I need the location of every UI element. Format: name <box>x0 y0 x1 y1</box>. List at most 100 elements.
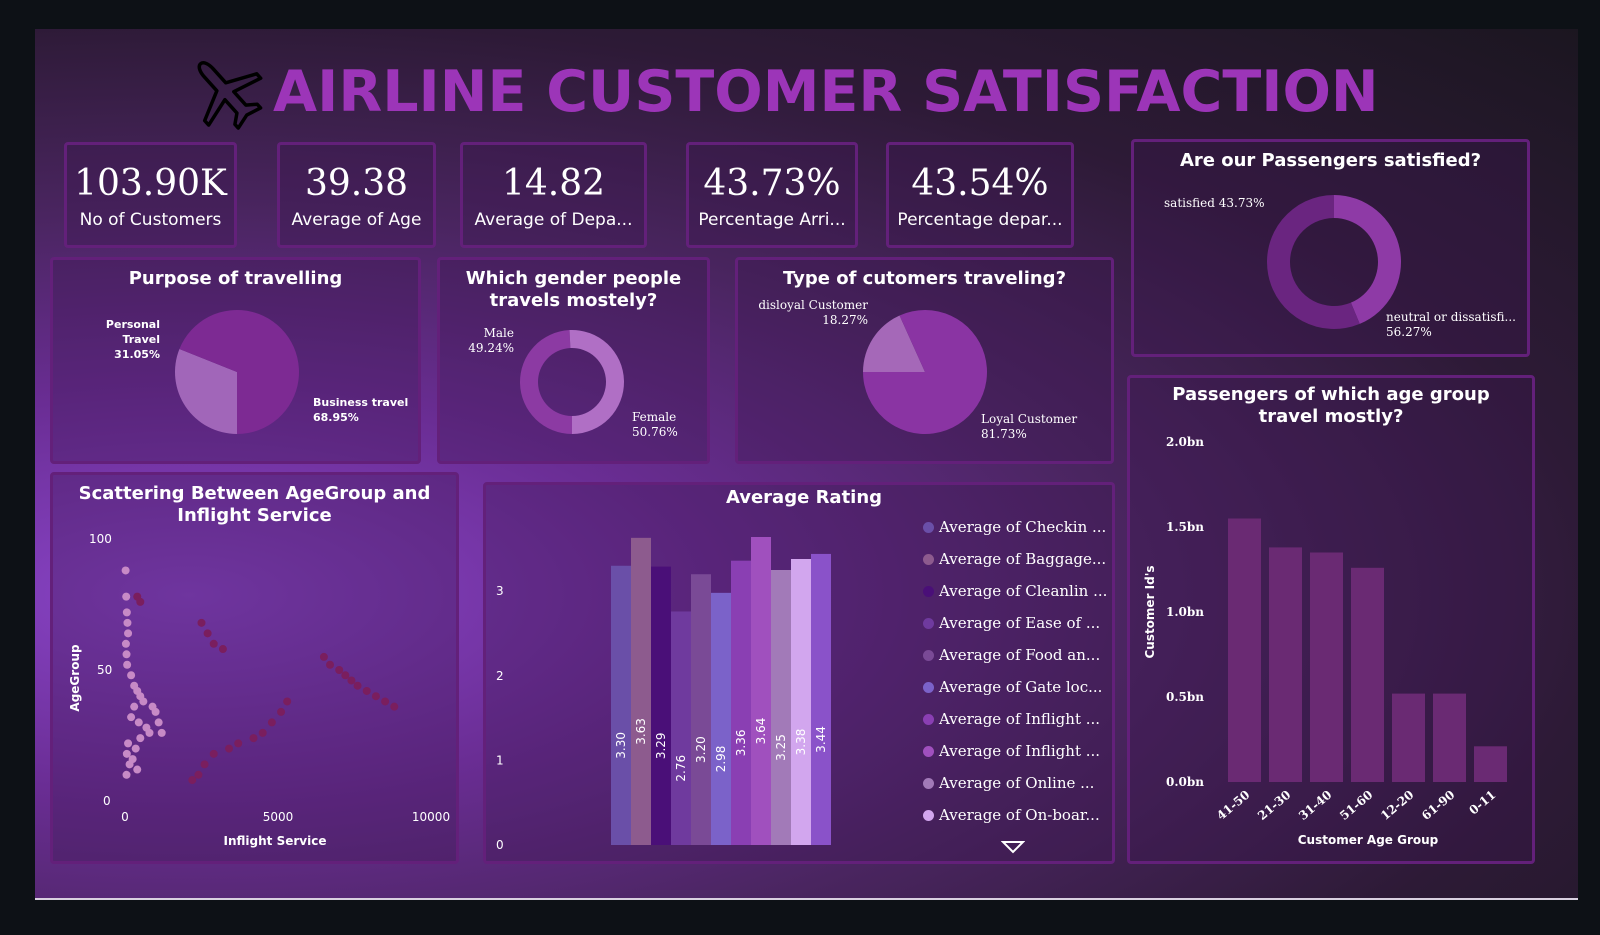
male-label: Male 49.24% <box>468 326 514 355</box>
slice-1[interactable] <box>863 310 987 434</box>
scatter-point[interactable] <box>209 749 218 758</box>
scatter-point[interactable] <box>218 645 227 654</box>
scatter-point[interactable] <box>353 681 362 690</box>
age-bar[interactable] <box>1269 547 1302 782</box>
page-title: AIRLINE CUSTOMER SATISFACTION <box>273 59 1379 125</box>
legend-item[interactable]: Average of Inflight ... <box>923 710 1100 728</box>
rating-bar[interactable] <box>671 611 691 845</box>
scatter-point[interactable] <box>136 597 145 606</box>
scatter-point[interactable] <box>124 629 133 638</box>
scatter-point[interactable] <box>203 629 212 638</box>
scatter-point[interactable] <box>225 744 234 753</box>
legend-item[interactable]: Average of Checkin ... <box>923 518 1106 536</box>
rating-bar[interactable] <box>611 565 631 845</box>
scatter-point[interactable] <box>123 618 132 627</box>
rating-bar[interactable] <box>651 566 671 845</box>
scatter-point[interactable] <box>121 639 130 648</box>
scatter-point[interactable] <box>371 692 380 701</box>
scatter-point[interactable] <box>148 702 157 711</box>
scroll-down-icon[interactable] <box>1001 840 1025 854</box>
rating-bar[interactable] <box>731 560 751 845</box>
scatter-point[interactable] <box>234 739 243 748</box>
scatter-point[interactable] <box>249 734 258 743</box>
scatter-point[interactable] <box>154 718 163 727</box>
scatter-point[interactable] <box>283 697 292 706</box>
x-tick-label: 10000 <box>412 810 450 824</box>
scatter-point[interactable] <box>122 608 131 617</box>
legend-item[interactable]: Average of Food an... <box>923 646 1100 664</box>
scatter-point[interactable] <box>277 707 286 716</box>
rating-bar[interactable] <box>811 553 831 845</box>
scatter-point[interactable] <box>134 718 143 727</box>
scatter-point[interactable] <box>122 650 131 659</box>
age-bar[interactable] <box>1228 518 1261 783</box>
scatter-point[interactable] <box>127 713 136 722</box>
scatter-point[interactable] <box>200 760 209 769</box>
x-tick-label: 0-11 <box>1466 788 1498 818</box>
legend-item[interactable]: Average of Gate loc... <box>923 678 1102 696</box>
scatter-point[interactable] <box>258 728 267 737</box>
scatter-point[interactable] <box>124 739 133 748</box>
rating-bar[interactable] <box>711 592 731 845</box>
scatter-point[interactable] <box>362 686 371 695</box>
scatter-point[interactable] <box>122 749 131 758</box>
x-tick-label: 61-90 <box>1419 788 1457 823</box>
scatter-point[interactable] <box>157 728 166 737</box>
scatter-point[interactable] <box>139 697 148 706</box>
scatter-point[interactable] <box>341 671 350 680</box>
age-bar[interactable] <box>1392 693 1425 782</box>
rating-bar[interactable] <box>791 559 811 845</box>
slice-0[interactable] <box>175 348 237 434</box>
legend-item[interactable]: Average of Inflight ... <box>923 742 1100 760</box>
legend-dot-icon <box>923 521 934 533</box>
scatter-point[interactable] <box>319 652 328 661</box>
x-tick-label: 51-60 <box>1337 788 1375 823</box>
scatter-point[interactable] <box>123 660 132 669</box>
scatter-point[interactable] <box>381 697 390 706</box>
slice-1[interactable] <box>569 330 624 434</box>
slice-0[interactable] <box>863 315 925 372</box>
scatter-point[interactable] <box>197 618 206 627</box>
rating-bar[interactable] <box>751 537 771 845</box>
legend-item[interactable]: Average of Ease of ... <box>923 614 1100 632</box>
panel-title: Which gender people travels mostely? <box>465 268 682 311</box>
scatter-point[interactable] <box>335 666 344 674</box>
scatter-point[interactable] <box>133 765 142 774</box>
legend-item[interactable]: Average of Online ... <box>923 774 1094 792</box>
slice-0[interactable] <box>1334 195 1401 324</box>
rating-bar[interactable] <box>691 574 711 845</box>
slice-1[interactable] <box>1267 195 1360 329</box>
scatter-point[interactable] <box>188 776 197 785</box>
slice-1[interactable] <box>179 310 299 434</box>
age-bar[interactable] <box>1474 746 1507 782</box>
age-bar[interactable] <box>1310 552 1343 783</box>
slice-0[interactable] <box>520 330 572 434</box>
scatter-point[interactable] <box>145 728 154 737</box>
scatter-point[interactable] <box>347 676 356 685</box>
panel-title: Type of cutomers traveling? <box>782 268 1067 289</box>
scatter-point[interactable] <box>267 718 276 727</box>
scatter-point[interactable] <box>209 639 218 648</box>
scatter-point[interactable] <box>194 770 203 779</box>
scatter-point[interactable] <box>130 702 139 711</box>
legend-item[interactable]: Average of On-boar... <box>923 806 1100 824</box>
scatter-point[interactable] <box>121 566 130 575</box>
scatter-point[interactable] <box>390 702 399 711</box>
age-group-panel: Passengers of which age group travel mos… <box>1127 375 1535 864</box>
legend-item[interactable]: Average of Baggage... <box>923 550 1106 568</box>
scatter-point[interactable] <box>136 734 145 743</box>
scatter-point[interactable] <box>122 770 131 779</box>
legend-item[interactable]: Average of Cleanlin ... <box>923 582 1107 600</box>
kpi-value: 14.82 <box>501 163 606 204</box>
customer-type-pie <box>863 310 987 434</box>
age-bar[interactable] <box>1433 693 1466 782</box>
age-bar[interactable] <box>1351 567 1384 782</box>
average-rating-panel: Average Rating 0 1 2 3 3.30 3.63 3.29 2.76 3.20 2… <box>483 482 1115 864</box>
rating-bar[interactable] <box>631 537 651 845</box>
scatter-point[interactable] <box>326 660 335 669</box>
scatter-point[interactable] <box>127 671 136 680</box>
scatter-point[interactable] <box>131 744 140 753</box>
scatter-point[interactable] <box>128 755 137 764</box>
scatter-point[interactable] <box>122 592 131 601</box>
rating-bar[interactable] <box>771 570 791 845</box>
